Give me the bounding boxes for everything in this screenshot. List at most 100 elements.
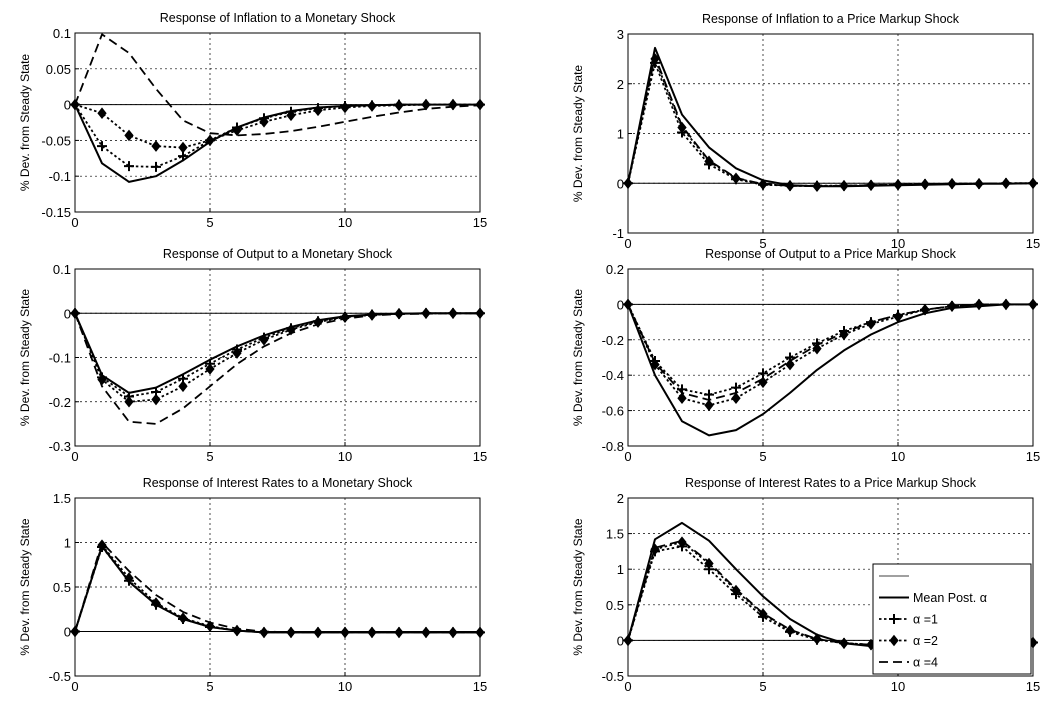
series-marker-a2 [259,333,269,346]
series-marker-a2 [178,612,188,624]
series-line-a4 [74,312,480,425]
series-marker-a2 [650,358,660,371]
series-line-a2 [74,312,480,403]
y-axis-label: % Dev. from Steady State [18,518,32,655]
panel-title: Response of Output to a Price Markup Sho… [705,247,957,261]
series-marker-a1 [704,389,714,400]
series-marker-a1 [731,382,741,393]
x-tick-label: 5 [206,449,213,464]
y-tick-label: -0.3 [49,439,71,454]
y-tick-label: 0 [64,306,71,321]
y-tick-label: 0 [617,633,624,648]
series-marker-a2 [839,179,849,192]
x-tick-label: 5 [759,236,766,251]
series-marker-a2 [97,107,107,119]
legend-entry: α =4 [879,656,938,670]
y-tick-label: -0.2 [602,333,624,348]
legend-label: α =1 [913,613,938,627]
series-marker-a2 [475,626,485,639]
series-marker-a2 [124,129,134,142]
y-tick-label: 2 [617,491,624,506]
series-marker-a2 [704,399,714,412]
x-tick-label: 0 [624,449,631,464]
y-tick-label: 1.5 [53,491,71,506]
panel-3: Response of Output to a Monetary Shock 0 5… [18,247,487,464]
legend-label: α =4 [913,656,938,670]
x-tick-label: 10 [891,679,905,694]
y-axis-label: % Dev. from Steady State [18,289,32,426]
y-tick-label: -0.1 [49,351,71,366]
y-tick-label: 2 [617,77,624,92]
y-tick-label: -0.5 [602,669,624,684]
y-tick-label: 0.05 [46,62,71,77]
series-marker-a2 [839,637,849,650]
series-marker-a2 [758,376,768,389]
legend-sample-marker [889,634,899,647]
y-tick-label: -0.05 [41,133,71,148]
legend-entry: α =2 [879,634,938,648]
panel-title: Response of Interest Rates to a Price Ma… [685,476,977,490]
series-marker-a2 [205,134,215,147]
panel-title: Response of Interest Rates to a Monetary… [143,476,413,490]
y-tick-label: -0.4 [602,368,624,383]
x-tick-label: 0 [71,215,78,230]
y-tick-label: 0.1 [53,262,71,277]
y-tick-label: 0 [617,176,624,191]
x-tick-label: 10 [338,679,352,694]
axes-frame [627,268,1034,447]
panel-4: Response of Output to a Price Markup Sho… [571,247,1040,464]
series-line-a2 [74,544,480,634]
panel-title: Response of Output to a Monetary Shock [163,247,393,261]
series-marker-a2 [70,307,80,320]
series-marker-a2 [812,633,822,645]
series-marker-a2 [232,124,242,137]
series-marker-a2 [178,141,188,154]
panel-5: Response of Interest Rates to a Monetary… [18,476,487,694]
series-marker-a2 [124,395,134,408]
x-tick-label: 10 [338,215,352,230]
series-line-mean [627,303,1033,437]
series-marker-a2 [812,180,822,193]
series-marker-a2 [731,584,741,597]
y-axis-label: % Dev. from Steady State [571,289,585,426]
series-marker-a2 [677,536,687,548]
x-tick-label: 0 [624,236,631,251]
series-marker-a2 [151,140,161,152]
series-marker-a2 [448,626,458,639]
y-tick-label: 3 [617,27,624,42]
series-line-mean [74,312,480,394]
series-marker-a2 [785,624,795,637]
series-line-a4 [627,303,1033,401]
y-tick-label: -0.1 [49,169,71,184]
y-tick-label: 0 [617,297,624,312]
x-tick-label: 10 [891,236,905,251]
series-line-a4 [74,541,480,634]
series-marker-a2 [151,393,161,406]
series-marker-a2 [151,597,161,609]
x-tick-label: 0 [71,679,78,694]
y-tick-label: 1 [617,127,624,142]
series-marker-a2 [232,624,242,637]
y-tick-label: 0.2 [606,262,624,277]
legend-label: α =2 [913,634,938,648]
axes-frame [627,497,1034,677]
x-tick-label: 10 [891,449,905,464]
y-tick-label: -0.2 [49,395,71,410]
y-axis-label: % Dev. from Steady State [571,65,585,202]
x-tick-label: 15 [473,449,487,464]
series-marker-a2 [866,179,876,192]
series-marker-a2 [286,109,296,122]
series-marker-a1 [151,161,161,172]
x-tick-label: 15 [1026,449,1040,464]
x-tick-label: 5 [206,215,213,230]
y-tick-label: 0.5 [53,580,71,595]
series-line-a1 [74,546,480,634]
series-marker-a2 [205,363,215,375]
series-marker-a2 [394,626,404,639]
series-line-mean [627,46,1034,188]
series-marker-a2 [178,380,188,393]
panel-title: Response of Inflation to a Price Markup … [702,12,960,26]
series-line-a1 [74,103,480,168]
y-tick-label: -0.8 [602,439,624,454]
